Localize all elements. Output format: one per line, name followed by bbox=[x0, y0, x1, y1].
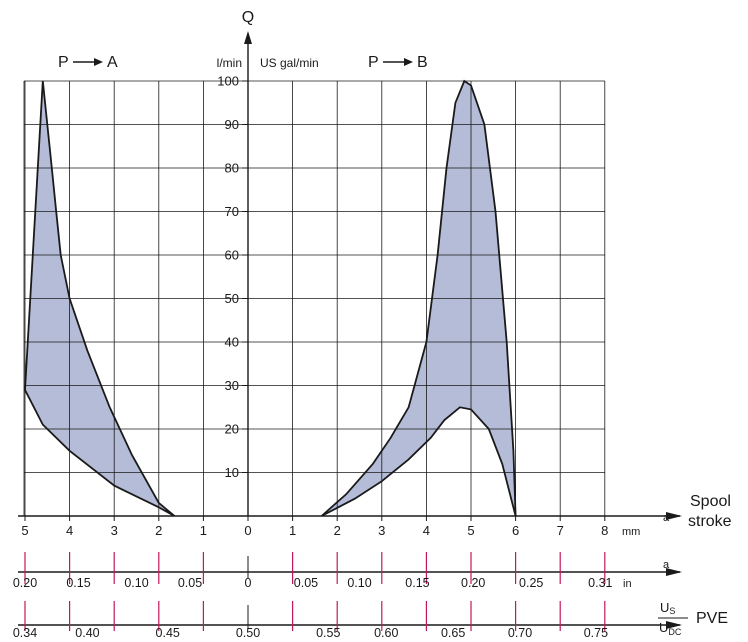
series-title-p-to-b-arrow-head bbox=[404, 58, 413, 66]
x-pve-tick-label: 0.34 bbox=[13, 626, 37, 640]
x-pve-tick-label: 0.40 bbox=[75, 626, 99, 640]
x-inch-tick-label: 0.20 bbox=[13, 576, 37, 590]
chart-axes bbox=[18, 31, 682, 631]
y-tick-label: 70 bbox=[225, 204, 239, 219]
x-inch-letter: a bbox=[663, 559, 670, 571]
x-axis-stroke-arrow bbox=[666, 512, 682, 520]
y-axis-unit-secondary: US gal/min bbox=[260, 56, 319, 70]
series-title-p-to-a-left: P bbox=[58, 54, 69, 71]
x-pve-tick-label: 0.60 bbox=[374, 626, 398, 640]
x-stroke-tick-label: 6 bbox=[512, 523, 519, 538]
x-pve-tick-label: 0.75 bbox=[584, 626, 608, 640]
x-stroke-unit: mm bbox=[622, 526, 640, 538]
x-pve-tick-label: 0.65 bbox=[441, 626, 465, 640]
y-tick-label: 60 bbox=[225, 248, 239, 263]
x-stroke-tick-label: 5 bbox=[21, 523, 28, 538]
x-stroke-tick-label: 1 bbox=[289, 523, 296, 538]
x-stroke-tick-label: 3 bbox=[378, 523, 385, 538]
series-title-p-to-a-right: A bbox=[107, 54, 118, 71]
x-stroke-tick-label: 2 bbox=[334, 523, 341, 538]
x-axis-pve-arrow bbox=[666, 621, 682, 629]
y-tick-label: 90 bbox=[225, 117, 239, 132]
x-inch-tick-label: 0.10 bbox=[124, 576, 148, 590]
x-stroke-title-line1: Spool bbox=[690, 493, 731, 510]
x-stroke-tick-label: 4 bbox=[66, 523, 73, 538]
series-title-p-to-b-right: B bbox=[417, 54, 428, 71]
y-axis-arrow bbox=[244, 31, 252, 44]
y-tick-label: 10 bbox=[225, 465, 239, 480]
y-tick-label: 30 bbox=[225, 378, 239, 393]
flow-bands bbox=[24, 79, 517, 517]
flow-band-p-to-b bbox=[321, 79, 517, 517]
series-title-p-to-b-left: P bbox=[368, 54, 379, 71]
x-inch-tick-label: 0.15 bbox=[66, 576, 90, 590]
y-axis-unit-primary: l/min bbox=[217, 56, 242, 70]
x-inch-tick-label: 0.25 bbox=[519, 576, 543, 590]
y-tick-label: 80 bbox=[225, 161, 239, 176]
y-axis-title: Q bbox=[242, 9, 254, 26]
y-tick-label: 20 bbox=[225, 422, 239, 437]
x-inch-tick-label: 0.10 bbox=[347, 576, 371, 590]
x-pve-tick-label: 0.50 bbox=[236, 626, 260, 640]
x-inch-tick-label: 0.31 bbox=[588, 576, 612, 590]
flow-band-p-to-a bbox=[24, 80, 175, 517]
x-stroke-tick-label: 2 bbox=[155, 523, 162, 538]
x-axis-inch-arrow bbox=[666, 568, 682, 576]
x-pve-tick-label: 0.45 bbox=[156, 626, 180, 640]
y-tick-label: 50 bbox=[225, 291, 239, 306]
x-stroke-tick-label: 7 bbox=[557, 523, 564, 538]
pve-ratio-numerator: US bbox=[660, 600, 675, 616]
x-stroke-tick-label: 8 bbox=[601, 523, 608, 538]
x-inch-tick-label: 0.05 bbox=[294, 576, 318, 590]
x-stroke-tick-label: 5 bbox=[467, 523, 474, 538]
x-stroke-tick-label: 3 bbox=[111, 523, 118, 538]
x-stroke-tick-label: 4 bbox=[423, 523, 430, 538]
x-inch-tick-label: 0 bbox=[245, 576, 252, 590]
y-tick-label: 40 bbox=[225, 335, 239, 350]
chart-grid bbox=[23, 80, 606, 516]
x-stroke-tick-label: 0 bbox=[244, 523, 251, 538]
x-stroke-tick-label: 1 bbox=[200, 523, 207, 538]
x-inch-tick-label: 0.20 bbox=[461, 576, 485, 590]
x-inch-unit: in bbox=[623, 578, 632, 590]
y-tick-label: 100 bbox=[217, 74, 239, 89]
x-pve-title: PVE bbox=[696, 610, 728, 627]
x-stroke-title-line2: stroke bbox=[688, 513, 732, 530]
x-inch-tick-label: 0.15 bbox=[405, 576, 429, 590]
x-inch-tick-label: 0.05 bbox=[178, 576, 202, 590]
x-pve-tick-label: 0.55 bbox=[316, 626, 340, 640]
series-title-p-to-a-arrow-head bbox=[94, 58, 103, 66]
x-pve-tick-label: 0.70 bbox=[508, 626, 532, 640]
x-stroke-letter: a bbox=[663, 512, 670, 524]
